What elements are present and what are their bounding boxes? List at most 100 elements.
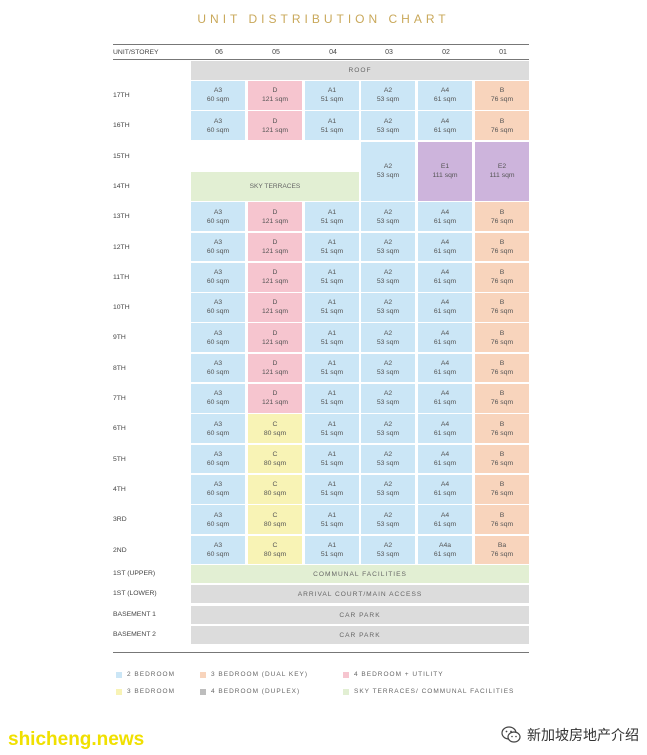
unit-cell: Ba 76 sqm	[475, 535, 529, 565]
unit-type: A2	[383, 541, 393, 549]
unit-cell: A3 60 sqm	[191, 111, 245, 141]
unit-size: 60 sqm	[206, 550, 230, 558]
unit-size: 61 sqm	[433, 247, 457, 255]
unit-size: 51 sqm	[320, 520, 344, 528]
unit-cell: A3 60 sqm	[191, 505, 245, 534]
unit-size: 51 sqm	[320, 96, 344, 104]
unit-type: A4	[440, 208, 450, 216]
unit-size: 76 sqm	[490, 369, 514, 377]
unit-cell: A2 53 sqm	[361, 81, 415, 110]
unit-size: 60 sqm	[206, 338, 230, 346]
unit-cell: A2 53 sqm	[361, 353, 415, 383]
unit-size: 61 sqm	[433, 308, 457, 316]
unit-cell: A4 61 sqm	[418, 505, 472, 534]
level-label: BASEMENT 1	[113, 611, 156, 618]
unit-type: A1	[327, 450, 337, 458]
unit-size: 60 sqm	[206, 429, 230, 437]
unit-type: A2	[383, 269, 393, 277]
unit-size: 61 sqm	[433, 278, 457, 286]
unit-size: 61 sqm	[433, 126, 457, 134]
unit-size: 61 sqm	[433, 520, 457, 528]
unit-type: A4	[440, 87, 450, 95]
unit-cell: A2 53 sqm	[361, 474, 415, 504]
unit-size: 76 sqm	[490, 338, 514, 346]
unit-size: 76 sqm	[490, 550, 514, 558]
legend-label: 4 BEDROOM (DUPLEX)	[211, 688, 301, 695]
unit-cell: A3 60 sqm	[191, 353, 245, 383]
unit-cell: A2 53 sqm	[361, 293, 415, 322]
unit-storey-header: UNIT/STOREY	[113, 49, 159, 56]
unit-cell: D 121 sqm	[248, 323, 302, 353]
unit-type: A1	[327, 511, 337, 519]
unit-type: A1	[327, 420, 337, 428]
unit-cell: B 76 sqm	[475, 353, 529, 383]
unit-cell: B 76 sqm	[475, 293, 529, 322]
unit-type: A2	[383, 163, 393, 171]
unit-type: A4	[440, 511, 450, 519]
header-top-rule	[113, 44, 529, 45]
legend-swatch	[200, 672, 206, 678]
unit-type: A4	[440, 481, 450, 489]
unit-size: 60 sqm	[206, 490, 230, 498]
unit-type: A1	[327, 87, 337, 95]
unit-type: A1	[327, 269, 337, 277]
unit-type: A3	[213, 87, 223, 95]
unit-type: D	[272, 390, 278, 398]
watermark-site: shicheng.news	[8, 729, 145, 750]
column-header-04: 04	[329, 49, 337, 56]
unit-cell: A4 61 sqm	[418, 293, 472, 322]
unit-cell: A2 53 sqm	[361, 505, 415, 534]
unit-cell: A2 53 sqm	[361, 384, 415, 413]
unit-cell: A1 51 sqm	[305, 414, 359, 444]
unit-type: A1	[327, 481, 337, 489]
unit-cell: A2 53 sqm	[361, 262, 415, 292]
unit-type: A4	[440, 390, 450, 398]
unit-cell: A1 51 sqm	[305, 232, 359, 262]
unit-size: 76 sqm	[490, 399, 514, 407]
unit-type: A4	[440, 269, 450, 277]
unit-cell: D 121 sqm	[248, 111, 302, 141]
unit-cell: A3 60 sqm	[191, 384, 245, 413]
unit-cell: A4 61 sqm	[418, 323, 472, 353]
unit-size: 51 sqm	[320, 459, 344, 467]
unit-size: 61 sqm	[433, 217, 457, 225]
unit-cell: C 80 sqm	[248, 474, 302, 504]
unit-type: A2	[383, 238, 393, 246]
unit-size: 76 sqm	[490, 96, 514, 104]
floor-label: 16TH	[113, 122, 130, 130]
unit-cell: C 80 sqm	[248, 535, 302, 565]
unit-cell: A4 61 sqm	[418, 384, 472, 413]
unit-cell: A1 51 sqm	[305, 323, 359, 353]
unit-type: A3	[213, 299, 223, 307]
unit-size: 51 sqm	[320, 429, 344, 437]
unit-size: 61 sqm	[433, 338, 457, 346]
unit-type: A3	[213, 481, 223, 489]
unit-cell: B 76 sqm	[475, 81, 529, 110]
unit-size: 51 sqm	[320, 247, 344, 255]
unit-type: A2	[383, 481, 393, 489]
unit-type: A2	[383, 208, 393, 216]
unit-cell: A4 61 sqm	[418, 262, 472, 292]
unit-size: 51 sqm	[320, 308, 344, 316]
unit-size: 80 sqm	[263, 429, 287, 437]
unit-size: 111 sqm	[432, 172, 458, 180]
column-header-03: 03	[385, 49, 393, 56]
unit-cell: A4 61 sqm	[418, 474, 472, 504]
floor-label: 14TH	[113, 182, 130, 190]
unit-cell: B 76 sqm	[475, 414, 529, 444]
unit-size: 61 sqm	[433, 429, 457, 437]
unit-type: A4	[440, 117, 450, 125]
unit-cell: A1 51 sqm	[305, 293, 359, 322]
unit-size: 121 sqm	[261, 278, 289, 286]
unit-size: 51 sqm	[320, 550, 344, 558]
unit-cell: B 76 sqm	[475, 505, 529, 534]
unit-type: A3	[213, 238, 223, 246]
unit-size: 60 sqm	[206, 520, 230, 528]
unit-cell: C 80 sqm	[248, 505, 302, 534]
unit-size: 76 sqm	[490, 520, 514, 528]
unit-size: 121 sqm	[261, 217, 289, 225]
floor-label: 2ND	[113, 546, 127, 554]
unit-type: A2	[383, 299, 393, 307]
unit-size: 80 sqm	[263, 459, 287, 467]
unit-type: A4	[440, 329, 450, 337]
